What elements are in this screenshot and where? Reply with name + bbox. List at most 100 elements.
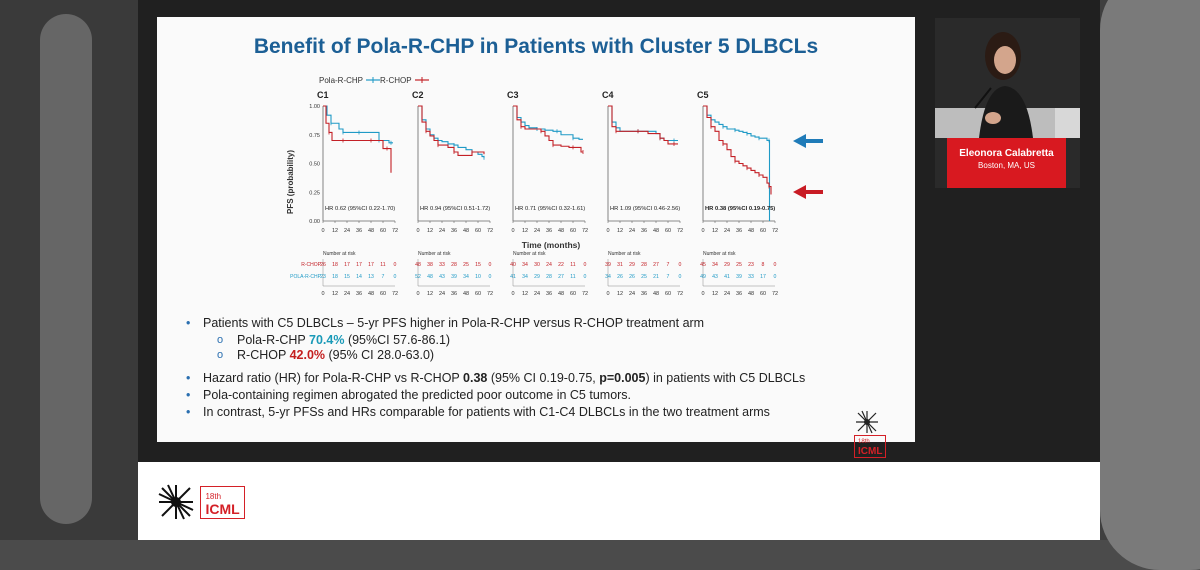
x-tick-label: 0 [701, 228, 704, 234]
risk-x-tick-label: 36 [641, 291, 647, 297]
risk-x-tick-label: 60 [380, 291, 386, 297]
x-tick-label: 12 [427, 228, 433, 234]
risk-value-pola: 7 [382, 274, 385, 280]
risk-x-tick-label: 48 [558, 291, 564, 297]
pola-pfs-value: 70.4% [309, 333, 345, 347]
risk-value-pola: 17 [760, 274, 766, 280]
risk-value-pola: 13 [368, 274, 374, 280]
risk-x-tick-label: 0 [321, 291, 324, 297]
risk-value-rchop: 11 [570, 262, 575, 268]
y-tick-label: 0.25 [309, 190, 320, 196]
risk-value-rchop: 17 [344, 262, 350, 268]
risk-value-rchop: 25 [463, 262, 469, 268]
pola-curve [418, 105, 485, 158]
x-tick-label: 72 [772, 228, 778, 234]
km-panel-c5: C5 0 12 24 36 48 60 72 HR 0.38 (95%CI 0.19-0.75)… [697, 90, 778, 297]
x-tick-label: 12 [617, 228, 623, 234]
rchop-curve [513, 105, 583, 153]
x-tick-label: 24 [344, 228, 350, 234]
pola-curve [608, 105, 678, 142]
risk-x-tick-label: 12 [522, 291, 528, 297]
x-tick-label: 60 [570, 228, 576, 234]
x-tick-label: 48 [748, 228, 754, 234]
risk-value-rchop: 17 [356, 262, 362, 268]
number-at-risk-label: Number at risk [323, 251, 356, 257]
panel-title: C4 [602, 90, 614, 100]
x-tick-label: 24 [724, 228, 730, 234]
x-tick-label: 48 [463, 228, 469, 234]
x-tick-label: 24 [629, 228, 635, 234]
legend-rchop: R-CHOP [380, 76, 430, 85]
risk-value-rchop: 30 [534, 262, 540, 268]
risk-x-tick-label: 48 [463, 291, 469, 297]
risk-value-pola: 0 [489, 274, 492, 280]
y-tick-label: 0.50 [309, 162, 320, 168]
risk-value-rchop: 26 [320, 262, 326, 268]
risk-x-tick-label: 48 [368, 291, 374, 297]
speaker-name-card: Eleonora Calabretta Boston, MA, US [947, 138, 1066, 188]
risk-x-tick-label: 48 [748, 291, 754, 297]
risk-value-pola: 28 [546, 274, 552, 280]
x-tick-label: 12 [522, 228, 528, 234]
risk-value-rchop: 24 [546, 262, 552, 268]
risk-value-rchop: 34 [522, 262, 528, 268]
risk-value-pola: 39 [451, 274, 457, 280]
risk-value-rchop: 0 [584, 262, 587, 268]
icml-footer-logo: 18th ICML [156, 482, 245, 522]
risk-x-tick-label: 0 [511, 291, 514, 297]
sub-bullet-rchop: R-CHOP 42.0% (95% CI 28.0-63.0) [183, 348, 903, 363]
risk-value-pola: 10 [475, 274, 481, 280]
risk-value-rchop: 7 [667, 262, 670, 268]
rchop-pfs-value: 42.0% [289, 348, 326, 362]
hazard-ratio-label: HR 0.62 (95%CI 0.22-1.70) [325, 206, 395, 212]
bullet-list: Patients with C5 DLBCLs – 5-yr PFS highe… [183, 316, 903, 422]
sub-bullet-pola: Pola-R-CHP 70.4% (95%CI 57.6-86.1) [183, 333, 903, 348]
risk-value-rchop: 39 [605, 262, 611, 268]
risk-value-pola: 43 [439, 274, 445, 280]
hazard-ratio-label: HR 1.09 (95%CI 0.46-2.56) [610, 206, 680, 212]
risk-value-pola: 39 [736, 274, 742, 280]
rchop-curve [323, 105, 392, 173]
risk-value-pola: 7 [667, 274, 670, 280]
bullet-pola-abrogated: Pola-containing regimen abrogated the pr… [183, 388, 903, 403]
pola-curve [703, 105, 771, 221]
risk-value-pola: 18 [332, 274, 338, 280]
risk-x-tick-label: 0 [416, 291, 419, 297]
risk-value-rchop: 22 [558, 262, 564, 268]
pola-curve [513, 105, 583, 140]
risk-value-pola: 15 [344, 274, 350, 280]
phone-bezel-left [0, 0, 138, 540]
y-tick-label: 0.00 [309, 219, 320, 225]
x-tick-label: 36 [641, 228, 647, 234]
panel-title: C1 [317, 90, 329, 100]
risk-value-pola: 21 [653, 274, 659, 280]
x-tick-label: 12 [332, 228, 338, 234]
x-axis-label: Time (months) [522, 240, 581, 250]
risk-value-pola: 34 [463, 274, 469, 280]
risk-x-tick-label: 0 [701, 291, 704, 297]
risk-value-pola: 23 [320, 274, 326, 280]
risk-value-pola: 41 [724, 274, 730, 280]
risk-value-pola: 0 [774, 274, 777, 280]
risk-value-pola: 49 [700, 274, 706, 280]
risk-value-rchop: 34 [712, 262, 718, 268]
bullet-hazard-ratio: Hazard ratio (HR) for Pola-R-CHP vs R-CH… [183, 371, 903, 386]
blue-arrow-icon [793, 134, 823, 148]
risk-value-rchop: 17 [368, 262, 374, 268]
risk-value-pola: 48 [427, 274, 433, 280]
x-tick-label: 60 [380, 228, 386, 234]
x-tick-label: 0 [416, 228, 419, 234]
video-footer: 18th ICML [138, 462, 1100, 540]
risk-value-rchop: 8 [762, 262, 765, 268]
risk-value-rchop: 18 [332, 262, 338, 268]
risk-value-rchop: 0 [394, 262, 397, 268]
x-tick-label: 0 [606, 228, 609, 234]
speaker-name: Eleonora Calabretta [959, 148, 1054, 159]
x-tick-label: 72 [677, 228, 683, 234]
risk-value-pola: 34 [605, 274, 611, 280]
risk-x-tick-label: 36 [736, 291, 742, 297]
risk-value-rchop: 27 [653, 262, 659, 268]
risk-x-tick-label: 36 [451, 291, 457, 297]
panel-title: C2 [412, 90, 424, 100]
risk-value-rchop: 11 [380, 262, 385, 268]
